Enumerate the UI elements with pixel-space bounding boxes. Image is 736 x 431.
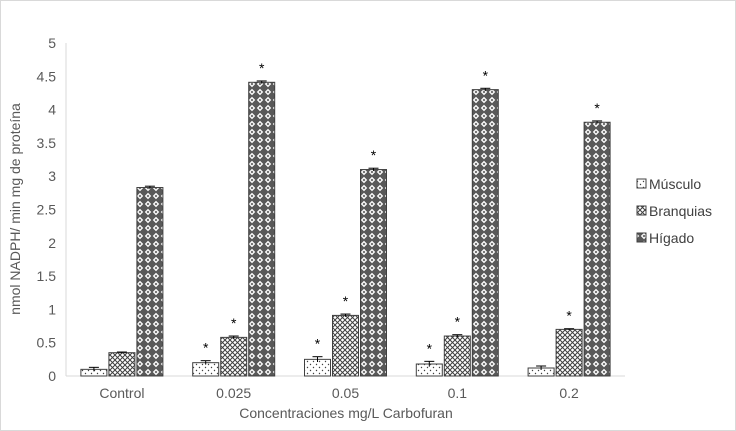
significance-star: * <box>203 340 209 356</box>
bar-series <box>80 81 611 377</box>
legend: Músculo Branquias Hígado <box>636 176 712 246</box>
error-bar <box>200 360 211 365</box>
legend-item: Branquias <box>636 203 712 219</box>
x-axis-label: Concentraciones mg/L Carbofuran <box>239 405 453 421</box>
bar-crosshatch <box>332 314 359 377</box>
error-bar <box>480 87 491 91</box>
x-tick-label: 0.025 <box>216 385 251 401</box>
legend-item: Músculo <box>636 176 701 192</box>
x-tick-label: 0.2 <box>559 385 579 401</box>
significance-star: * <box>231 315 237 331</box>
significance-star: * <box>315 336 321 352</box>
significance-star: * <box>427 340 433 356</box>
significance-star: * <box>566 308 572 324</box>
y-tick-label: 3 <box>48 168 56 184</box>
legend-swatch <box>636 232 647 243</box>
y-tick-label: 1.5 <box>37 268 57 284</box>
x-tick-label: 0.05 <box>332 385 359 401</box>
error-bar <box>564 328 575 331</box>
x-tick-label: 0.1 <box>448 385 468 401</box>
y-tick-labels: 0 0.5 1 1.5 2 2.5 3 3.5 4 4.5 5 <box>37 35 57 384</box>
significance-star: * <box>343 293 349 309</box>
y-tick-label: 0 <box>48 368 56 384</box>
error-bar <box>312 356 323 363</box>
bar-crosshatch <box>220 336 248 377</box>
y-tick-label: 5 <box>48 35 56 51</box>
y-tick-label: 0.5 <box>37 335 57 351</box>
significance-star: * <box>483 67 489 83</box>
y-tick-label: 4.5 <box>37 68 57 84</box>
significance-star: * <box>455 314 461 330</box>
legend-label: Hígado <box>649 230 694 246</box>
legend-item: Hígado <box>636 230 694 246</box>
significance-marks: * * * * * * * * * * * <box>203 60 600 356</box>
y-tick-label: 1 <box>48 301 56 317</box>
error-bar <box>368 167 379 171</box>
y-axis-label: nmol NADPH/ min mg de proteína <box>7 103 23 315</box>
significance-star: * <box>259 60 265 76</box>
bar-diamond <box>248 81 276 377</box>
legend-swatch <box>636 205 647 216</box>
significance-star: * <box>371 147 377 163</box>
error-bars <box>88 80 603 372</box>
error-bar <box>144 185 155 189</box>
bar-crosshatch <box>108 352 136 377</box>
bar-diamond <box>136 187 164 377</box>
error-bar <box>340 313 351 317</box>
bar-diamond <box>471 89 499 377</box>
x-tick-label: Control <box>99 385 144 401</box>
legend-swatch <box>636 178 647 189</box>
bar-diamond <box>583 121 611 377</box>
significance-star: * <box>594 100 600 116</box>
legend-label: Branquias <box>649 203 712 219</box>
error-bar <box>228 335 239 339</box>
bar-diamond <box>360 169 387 377</box>
error-bar <box>424 360 435 367</box>
error-bar <box>256 80 267 84</box>
y-tick-label: 4 <box>48 102 56 118</box>
y-tick-label: 2 <box>48 235 56 251</box>
error-bar <box>116 351 127 354</box>
legend-label: Músculo <box>649 176 701 192</box>
error-bar <box>452 334 463 338</box>
bar-crosshatch <box>443 335 471 377</box>
bar-crosshatch <box>555 328 583 377</box>
error-bar <box>88 366 99 372</box>
x-tick-labels: Control 0.025 0.05 0.1 0.2 <box>99 385 579 401</box>
y-tick-label: 2.5 <box>37 202 57 218</box>
error-bar <box>536 365 547 371</box>
y-tick-label: 3.5 <box>37 135 57 151</box>
error-bar <box>592 120 603 124</box>
